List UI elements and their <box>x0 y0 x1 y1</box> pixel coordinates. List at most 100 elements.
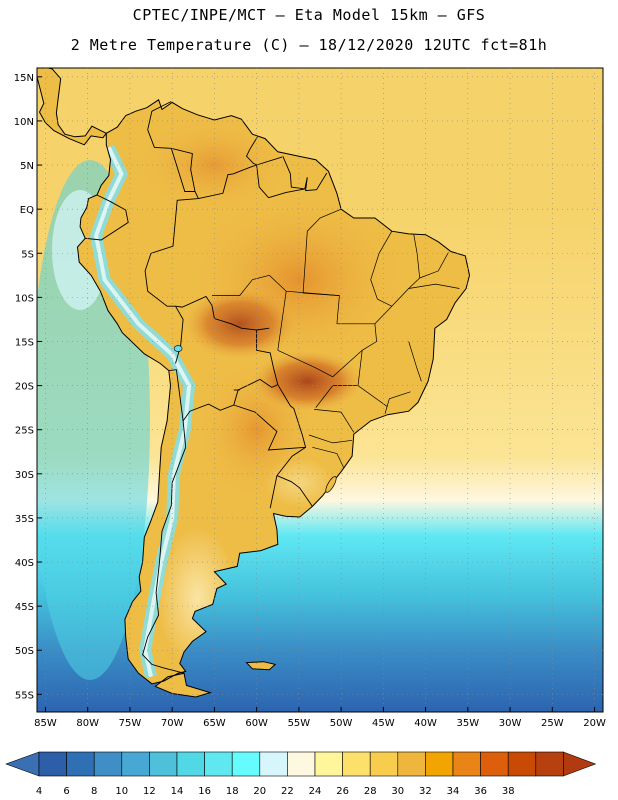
colorbar-label: 10 <box>115 786 128 797</box>
lon-label: 20W <box>583 718 606 729</box>
south-america-landmass-coastline <box>76 99 471 685</box>
lat-label: EQ <box>20 205 34 216</box>
latitude-labels: 15N 10N 5N EQ 5S 10S 15S 20S 25S 30S 35S 40S 45S 50S 5… <box>14 73 34 702</box>
gridlines <box>37 68 603 712</box>
lat-label: 25S <box>15 426 34 437</box>
colorbar-box <box>204 751 233 777</box>
state-border <box>370 231 393 307</box>
country-border <box>170 148 195 192</box>
colorbar-label: 28 <box>364 786 377 797</box>
lon-label: 80W <box>76 718 99 729</box>
state-border <box>302 208 342 324</box>
country-border <box>276 384 307 476</box>
country-border <box>269 475 278 509</box>
lake-titicaca <box>173 345 183 352</box>
lon-label: 40W <box>414 718 437 729</box>
colorbar-box <box>287 751 316 777</box>
colorbar-box <box>535 751 564 777</box>
lat-label: 5N <box>20 161 34 172</box>
colorbar-label: 32 <box>419 786 432 797</box>
lat-label: 15N <box>14 73 34 84</box>
lat-label: 20S <box>15 382 34 393</box>
colorbar-box <box>38 751 67 777</box>
country-border <box>198 164 257 200</box>
lat-label: 10N <box>14 117 34 128</box>
state-border <box>408 234 421 289</box>
state-border <box>277 291 287 351</box>
colorbar-label: 38 <box>502 786 515 797</box>
state-border <box>419 252 449 279</box>
colorbar-label: 16 <box>198 786 211 797</box>
country-border <box>175 295 279 385</box>
lat-label: 5S <box>21 249 34 260</box>
colorbar-label: 20 <box>253 786 266 797</box>
lon-label: 45W <box>372 718 395 729</box>
country-border <box>175 305 184 364</box>
colorbar-label: 18 <box>226 786 239 797</box>
colorbar-box <box>342 751 371 777</box>
central-america-landmass <box>37 68 107 145</box>
falkland-islands-landmass-coastline <box>245 661 277 671</box>
colorbar-box <box>369 751 399 777</box>
lat-label: 55S <box>15 690 34 701</box>
colorbar-box <box>176 751 205 777</box>
andes-snow-line <box>94 146 192 678</box>
colorbar-label: 30 <box>391 786 404 797</box>
country-border <box>276 475 313 507</box>
country-border <box>233 404 306 451</box>
lat-label: 35S <box>15 514 34 525</box>
state-border <box>312 446 345 468</box>
colorbar-label: 26 <box>336 786 349 797</box>
country-border <box>268 188 305 199</box>
plot-frame <box>36 67 604 713</box>
state-border <box>308 434 353 444</box>
tierra-del-fuego-landmass-coastline <box>154 672 212 698</box>
colorbar-boxes <box>5 751 597 777</box>
hot-patch-matogrosso-do-sul <box>252 351 363 412</box>
colorbar-box <box>425 751 454 777</box>
lagoa-dos-patos <box>325 476 337 493</box>
lon-label: 55W <box>288 718 311 729</box>
lon-label: 35W <box>457 718 480 729</box>
colorbar-label: 36 <box>474 786 487 797</box>
colorbar-box <box>397 751 426 777</box>
country-border <box>256 327 270 331</box>
lon-label: 75W <box>119 718 142 729</box>
lon-label: 30W <box>499 718 522 729</box>
state-border <box>384 391 411 414</box>
colorbar-label: 24 <box>309 786 322 797</box>
lon-label: 25W <box>541 718 564 729</box>
country-border <box>168 369 184 421</box>
lat-label: 50S <box>15 646 34 657</box>
lat-label: 15S <box>15 337 34 348</box>
state-border <box>314 409 355 433</box>
colorbar-box <box>93 751 123 777</box>
colorbar-box <box>259 751 288 777</box>
state-border <box>315 385 388 408</box>
lon-label: 70W <box>161 718 184 729</box>
longitude-labels: 85W 80W 75W 70W 65W 60W 55W 50W 45W 40W 35W 30W 25W 2… <box>34 718 606 729</box>
colorbar-label: 14 <box>171 786 184 797</box>
chart-title: CPTEC/INPE/MCT – Eta Model 15km – GFS <box>132 6 486 24</box>
colorbar-box <box>149 751 178 777</box>
falkland-islands-landmass <box>246 661 276 670</box>
country-border <box>85 194 129 241</box>
lat-label: 10S <box>15 293 34 304</box>
colorbar-box <box>507 751 537 777</box>
colorbar-box <box>231 751 261 777</box>
country-border <box>142 447 187 674</box>
temperature-map: 15N 10N 5N EQ 5S 10S 15S 20S 25S 30S 35S 40S 45S 50S 5… <box>14 67 606 729</box>
country-border <box>256 156 283 166</box>
lat-label: 45S <box>15 602 34 613</box>
lon-label: 60W <box>245 718 268 729</box>
colorbar-label: 8 <box>91 786 97 797</box>
central-america-landmass-coastline <box>37 68 108 146</box>
colorbar-label: 22 <box>281 786 294 797</box>
colorbar-box <box>66 751 95 777</box>
colorbar-label: 4 <box>36 786 42 797</box>
country-border <box>245 136 269 198</box>
chart-subtitle: 2 Metre Temperature (C) – 18/12/2020 12U… <box>70 36 548 54</box>
state-border <box>211 274 270 296</box>
country-border <box>305 172 328 192</box>
country-border <box>282 156 308 190</box>
